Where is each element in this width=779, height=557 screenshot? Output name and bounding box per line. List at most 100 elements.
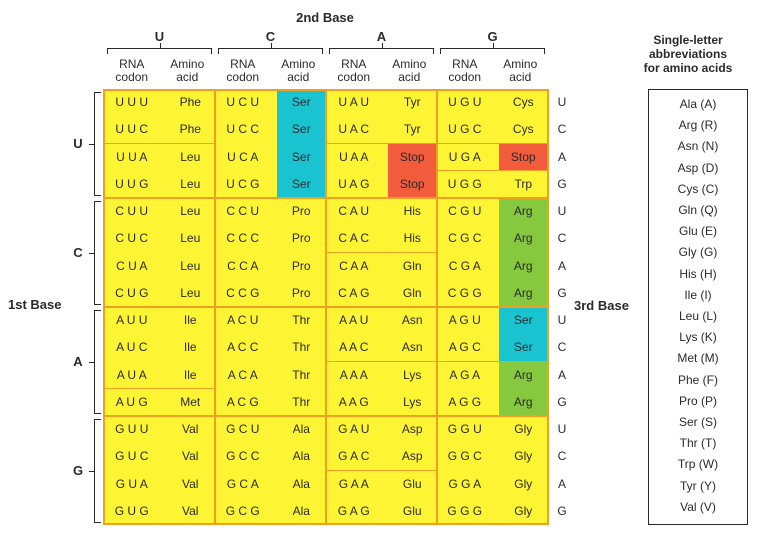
row-divider xyxy=(326,142,437,144)
codon-cell: C G C xyxy=(448,231,482,246)
codon-cell: C A U xyxy=(338,204,370,218)
amino-acid-cell: Stop xyxy=(399,176,425,191)
codon-cell: G C C xyxy=(226,449,260,464)
codon-cell: C C A xyxy=(227,258,259,273)
amino-acid-cell: Arg xyxy=(513,285,533,300)
amino-acid-cell: Stop xyxy=(399,149,425,164)
third-base-letter: G xyxy=(557,285,567,300)
third-base-letter: A xyxy=(557,258,566,273)
amino-acid-cell: Ser xyxy=(291,95,311,109)
codon-cell: A U C xyxy=(116,340,148,355)
amino-acid-cell: Leu xyxy=(180,285,201,300)
abbreviation-item: Asp (D) xyxy=(677,160,719,175)
codon-cell: C C G xyxy=(226,285,260,300)
amino-acid-cell: Arg xyxy=(513,394,533,409)
row-divider xyxy=(326,469,437,471)
abbreviation-item: Thr (T) xyxy=(679,436,717,451)
abbreviation-item: Tyr (Y) xyxy=(680,478,716,493)
amino-acid-cell: Ser xyxy=(291,122,311,137)
first-base-a: A xyxy=(73,353,83,369)
amino-acid-cell: Asp xyxy=(401,422,423,436)
bracket-tick xyxy=(107,48,108,54)
third-base-letter: A xyxy=(557,149,566,164)
codon-cell: C U G xyxy=(115,285,149,300)
codon-cell: U U U xyxy=(115,95,149,109)
amino-acid-cell: Leu xyxy=(180,258,201,273)
codon-cell: C U C xyxy=(115,231,149,246)
codon-cell: G G G xyxy=(447,503,483,518)
second-base-title: 2nd Base xyxy=(296,10,354,25)
bracket-tick xyxy=(94,522,101,523)
codon-cell: C U U xyxy=(115,204,149,218)
row-divider xyxy=(104,197,215,199)
codon-cell: G A C xyxy=(338,449,370,464)
third-base-letter: G xyxy=(557,503,567,518)
amino-acid-cell: Gly xyxy=(514,503,533,518)
row-divider xyxy=(326,360,437,362)
codon-cell: G U U xyxy=(115,422,149,436)
row-divider xyxy=(437,169,548,172)
bracket-tick xyxy=(270,43,272,48)
abbreviation-item: Asn (N) xyxy=(677,139,719,154)
abbreviation-item: Ile (I) xyxy=(684,287,712,302)
codon-cell: G U G xyxy=(114,503,149,518)
rna-codon-header: RNA codon xyxy=(337,57,371,84)
highlight-ser xyxy=(276,143,326,171)
rna-codon-header: RNA codon xyxy=(448,57,482,84)
amino-acid-cell: Val xyxy=(182,476,199,491)
codon-cell: U A A xyxy=(339,149,369,164)
bracket-line xyxy=(107,48,212,49)
codon-cell: U A C xyxy=(338,122,370,137)
amino-acid-cell: Thr xyxy=(292,367,311,382)
codon-cell: G C G xyxy=(225,503,260,518)
amino-acid-cell: Val xyxy=(182,449,199,464)
third-base-letter: U xyxy=(557,313,567,327)
bracket-tick xyxy=(94,201,101,202)
codon-cell: U U C xyxy=(115,122,149,137)
amino-acid-cell: Ala xyxy=(292,449,310,464)
row-divider xyxy=(437,360,548,362)
abbreviation-item: Val (V) xyxy=(680,499,716,514)
row-divider xyxy=(104,415,215,417)
bracket-tick xyxy=(381,43,383,48)
amino-acid-cell: Tyr xyxy=(403,122,421,137)
codon-cell: C U A xyxy=(116,258,148,273)
bracket-tick xyxy=(94,413,101,414)
bracket-line xyxy=(94,201,95,304)
amino-acid-cell: Gln xyxy=(402,258,422,273)
amino-acid-cell: Pro xyxy=(291,204,311,218)
row-divider xyxy=(437,306,548,308)
codon-cell: A C A xyxy=(227,367,258,382)
first-base-c: C xyxy=(73,244,83,260)
bracket-tick xyxy=(94,310,101,311)
amino-acid-cell: Ser xyxy=(291,176,311,191)
highlight-ser xyxy=(276,89,326,117)
codon-cell: A C G xyxy=(226,394,259,409)
third-base-letter: C xyxy=(557,122,567,137)
bracket-tick xyxy=(159,43,161,48)
row-divider xyxy=(104,306,215,308)
codon-cell: C G G xyxy=(447,285,482,300)
bracket-line xyxy=(329,48,434,49)
codon-cell: A A C xyxy=(339,340,369,355)
rna-codon-header: RNA codon xyxy=(226,57,260,84)
bracket-tick xyxy=(94,92,101,93)
bracket-tick xyxy=(94,304,101,305)
row-divider xyxy=(104,142,215,144)
codon-cell: G G U xyxy=(447,422,482,436)
bracket-line xyxy=(94,310,95,413)
abbreviation-item: Lys (K) xyxy=(679,330,717,345)
amino-acid-cell: Gly xyxy=(514,476,533,491)
codon-cell: G G A xyxy=(448,476,482,491)
amino-acid-cell: Pro xyxy=(291,285,311,300)
second-base-u: U xyxy=(154,29,165,44)
abbreviation-item: Ala (A) xyxy=(679,97,717,111)
codon-cell: A A G xyxy=(338,394,369,409)
abbreviation-item: Glu (E) xyxy=(678,224,717,239)
highlight-arg xyxy=(498,198,548,226)
abbreviation-item: Ser (S) xyxy=(678,415,717,429)
bracket-tick xyxy=(89,361,94,363)
row-divider xyxy=(437,415,548,417)
amino-acid-cell: Phe xyxy=(179,122,201,137)
highlight-ser xyxy=(498,307,548,335)
